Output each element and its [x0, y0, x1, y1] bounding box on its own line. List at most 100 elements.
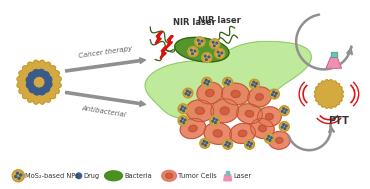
- Ellipse shape: [222, 83, 249, 105]
- Ellipse shape: [204, 122, 232, 144]
- Circle shape: [225, 144, 226, 146]
- Circle shape: [45, 76, 52, 83]
- Circle shape: [182, 118, 183, 119]
- Ellipse shape: [211, 99, 239, 123]
- Ellipse shape: [245, 111, 254, 117]
- Polygon shape: [269, 89, 279, 99]
- Circle shape: [229, 143, 231, 144]
- Circle shape: [218, 55, 220, 57]
- Ellipse shape: [195, 107, 204, 114]
- Circle shape: [76, 173, 81, 179]
- Ellipse shape: [268, 131, 290, 149]
- Polygon shape: [215, 49, 225, 59]
- Text: NIR laser: NIR laser: [174, 18, 216, 27]
- Polygon shape: [160, 47, 167, 58]
- Polygon shape: [195, 37, 205, 47]
- Polygon shape: [155, 32, 162, 43]
- Circle shape: [204, 140, 205, 142]
- Circle shape: [42, 72, 49, 79]
- Circle shape: [205, 55, 206, 57]
- Circle shape: [273, 91, 275, 93]
- Polygon shape: [224, 175, 232, 181]
- Text: PTT: PTT: [329, 116, 349, 126]
- Circle shape: [221, 52, 223, 54]
- Circle shape: [268, 136, 269, 137]
- Ellipse shape: [186, 100, 214, 122]
- Polygon shape: [17, 60, 61, 104]
- Circle shape: [206, 59, 207, 60]
- Circle shape: [225, 82, 226, 84]
- Circle shape: [274, 95, 276, 97]
- Polygon shape: [202, 77, 212, 87]
- Circle shape: [180, 109, 182, 110]
- Polygon shape: [223, 77, 233, 87]
- Polygon shape: [178, 104, 188, 114]
- Circle shape: [45, 81, 52, 88]
- Ellipse shape: [180, 119, 206, 139]
- Circle shape: [180, 120, 182, 122]
- Circle shape: [286, 109, 287, 111]
- Circle shape: [204, 82, 206, 84]
- Circle shape: [184, 119, 186, 121]
- Circle shape: [249, 146, 251, 147]
- Ellipse shape: [248, 87, 271, 107]
- Circle shape: [216, 119, 218, 121]
- Circle shape: [282, 111, 283, 112]
- Ellipse shape: [266, 113, 273, 120]
- Polygon shape: [210, 39, 220, 49]
- Text: Laser: Laser: [233, 173, 252, 179]
- Polygon shape: [166, 36, 173, 47]
- Circle shape: [33, 70, 40, 77]
- Circle shape: [18, 177, 20, 179]
- Circle shape: [17, 172, 18, 174]
- Circle shape: [38, 88, 46, 95]
- Circle shape: [286, 125, 287, 127]
- Polygon shape: [223, 139, 233, 149]
- Circle shape: [283, 124, 285, 125]
- Circle shape: [228, 83, 229, 85]
- Circle shape: [15, 176, 17, 177]
- Polygon shape: [210, 116, 220, 125]
- Circle shape: [266, 138, 268, 140]
- Text: Tumor Cells: Tumor Cells: [178, 173, 217, 179]
- Circle shape: [29, 86, 36, 93]
- Circle shape: [216, 42, 218, 44]
- Circle shape: [226, 79, 228, 81]
- Circle shape: [212, 120, 213, 122]
- Circle shape: [217, 51, 219, 53]
- Ellipse shape: [237, 104, 262, 124]
- Circle shape: [270, 137, 272, 139]
- Circle shape: [254, 85, 256, 87]
- Polygon shape: [145, 42, 311, 119]
- Circle shape: [252, 84, 253, 86]
- Circle shape: [207, 83, 208, 85]
- Circle shape: [38, 69, 45, 77]
- Text: Antibacterial: Antibacterial: [81, 105, 126, 118]
- Circle shape: [182, 106, 183, 108]
- Circle shape: [228, 146, 229, 147]
- Circle shape: [189, 92, 191, 93]
- Circle shape: [251, 143, 252, 144]
- Polygon shape: [183, 88, 193, 98]
- Ellipse shape: [162, 170, 176, 181]
- Polygon shape: [326, 57, 342, 68]
- Circle shape: [208, 56, 210, 58]
- Circle shape: [183, 122, 185, 123]
- Polygon shape: [314, 80, 343, 108]
- Circle shape: [229, 81, 231, 82]
- Circle shape: [183, 110, 185, 112]
- Polygon shape: [202, 53, 212, 63]
- Circle shape: [192, 53, 193, 54]
- Circle shape: [213, 45, 215, 47]
- Circle shape: [248, 141, 250, 143]
- Circle shape: [283, 108, 285, 109]
- Ellipse shape: [238, 130, 247, 137]
- Polygon shape: [245, 139, 255, 149]
- Polygon shape: [279, 106, 289, 116]
- Circle shape: [26, 81, 34, 88]
- Ellipse shape: [206, 89, 214, 97]
- Circle shape: [205, 79, 207, 81]
- Ellipse shape: [259, 125, 266, 132]
- Circle shape: [213, 118, 215, 119]
- Circle shape: [206, 142, 208, 143]
